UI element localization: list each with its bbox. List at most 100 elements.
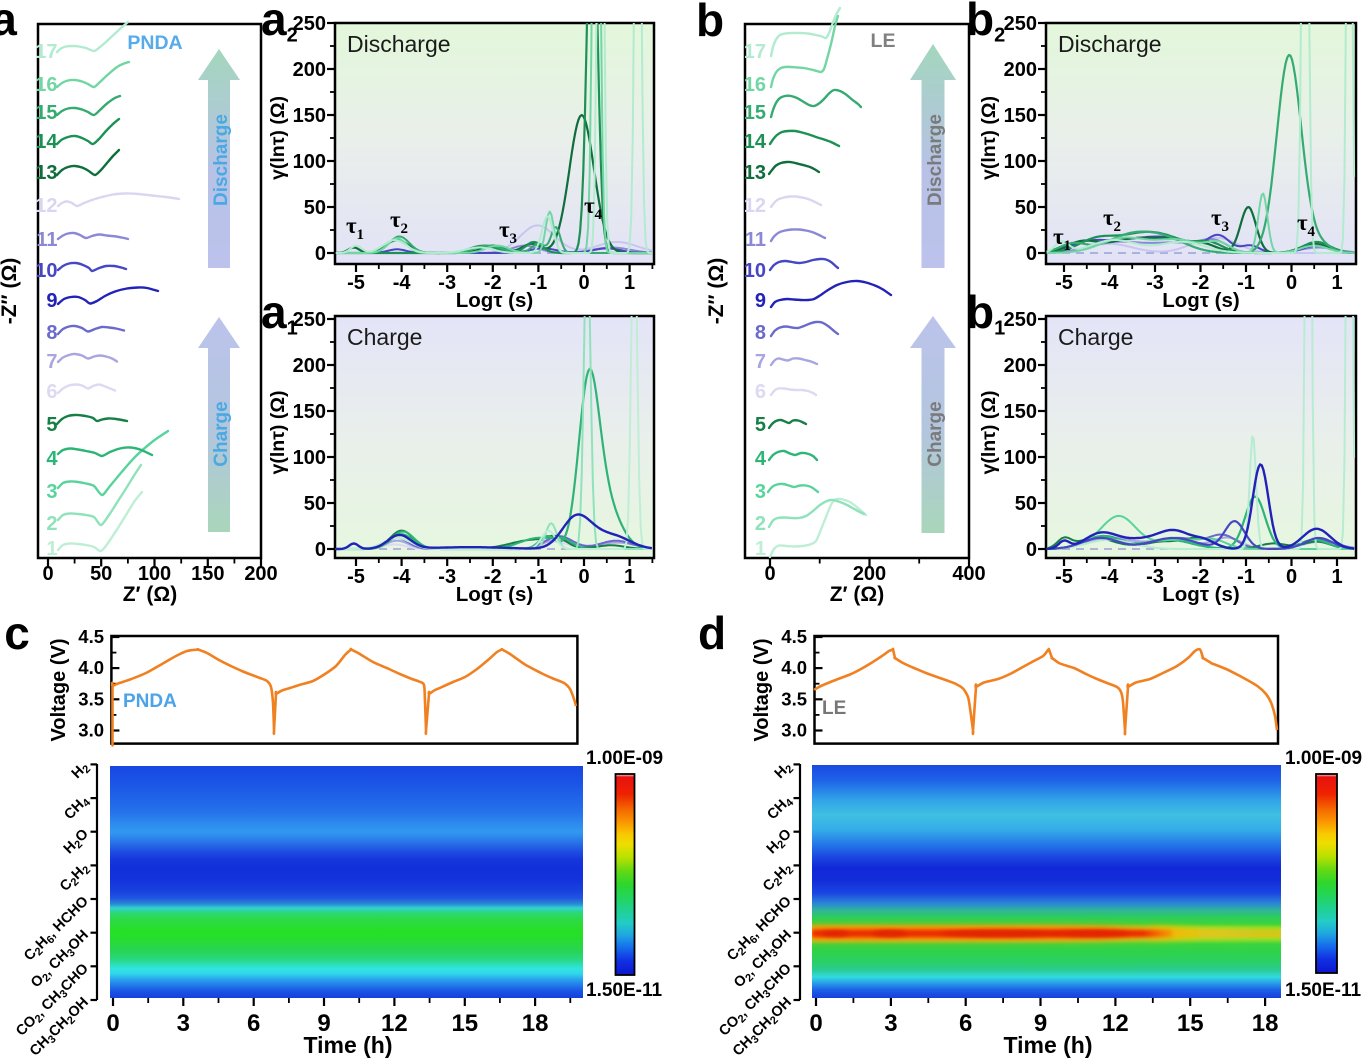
svg-text:-2: -2 [484, 566, 502, 588]
svg-text:12: 12 [35, 195, 57, 217]
svg-text:γ(lnτ) (Ω): γ(lnτ) (Ω) [978, 391, 1000, 475]
svg-text:Logτ (s): Logτ (s) [1162, 583, 1239, 606]
svg-text:-4: -4 [1101, 272, 1120, 294]
svg-text:Discharge: Discharge [925, 114, 946, 206]
svg-text:-Z″ (Ω): -Z″ (Ω) [705, 258, 728, 325]
svg-text:0: 0 [1026, 243, 1037, 265]
svg-text:15: 15 [35, 102, 57, 124]
svg-text:200: 200 [853, 563, 886, 585]
svg-text:Charge: Charge [925, 401, 946, 466]
svg-text:Discharge: Discharge [211, 114, 232, 206]
svg-text:-5: -5 [1055, 566, 1073, 588]
svg-text:12: 12 [381, 1010, 408, 1037]
svg-text:-5: -5 [1055, 272, 1073, 294]
svg-text:0: 0 [106, 1010, 119, 1037]
svg-text:15: 15 [451, 1010, 478, 1037]
svg-text:PNDA: PNDA [123, 691, 177, 712]
svg-text:Discharge: Discharge [347, 31, 451, 57]
svg-text:5: 5 [46, 414, 57, 436]
svg-text:100: 100 [293, 447, 326, 469]
svg-text:6: 6 [959, 1010, 972, 1037]
svg-text:-2: -2 [1192, 566, 1210, 588]
svg-text:4: 4 [46, 448, 58, 470]
svg-text:3: 3 [755, 481, 766, 503]
svg-text:100: 100 [1004, 447, 1037, 469]
svg-text:0: 0 [1026, 539, 1037, 561]
svg-text:0: 0 [315, 243, 326, 265]
svg-text:9: 9 [46, 290, 57, 312]
svg-text:2: 2 [755, 513, 766, 535]
svg-text:4: 4 [755, 448, 767, 470]
svg-text:6: 6 [46, 381, 57, 403]
svg-text:Time (h): Time (h) [1003, 1032, 1092, 1058]
svg-text:150: 150 [1004, 401, 1037, 423]
svg-text:150: 150 [191, 563, 224, 585]
svg-text:150: 150 [293, 105, 326, 127]
svg-text:14: 14 [35, 131, 58, 153]
svg-text:1.50E-11: 1.50E-11 [586, 980, 662, 1001]
svg-text:1: 1 [1331, 566, 1342, 588]
svg-text:Voltage (V): Voltage (V) [751, 639, 773, 742]
svg-text:1.00E-09: 1.00E-09 [586, 748, 663, 769]
svg-text:1: 1 [624, 272, 635, 294]
svg-text:400: 400 [952, 563, 985, 585]
svg-text:100: 100 [293, 151, 326, 173]
svg-text:9: 9 [755, 290, 766, 312]
svg-text:100: 100 [138, 563, 171, 585]
svg-text:Voltage (V): Voltage (V) [48, 639, 70, 742]
svg-text:200: 200 [244, 563, 277, 585]
svg-text:3.0: 3.0 [781, 720, 807, 741]
svg-text:1.00E-09: 1.00E-09 [1285, 748, 1362, 769]
svg-text:PNDA: PNDA [127, 32, 182, 54]
svg-text:-1: -1 [1237, 272, 1255, 294]
svg-text:-4: -4 [1101, 566, 1120, 588]
svg-text:0: 0 [1286, 566, 1297, 588]
svg-text:Z′ (Ω): Z′ (Ω) [123, 583, 178, 606]
svg-text:Charge: Charge [1058, 324, 1133, 350]
svg-text:4.0: 4.0 [781, 657, 807, 678]
svg-text:10: 10 [744, 260, 766, 282]
svg-text:Logτ (s): Logτ (s) [456, 583, 533, 606]
svg-text:250: 250 [1004, 309, 1037, 331]
svg-text:13: 13 [744, 162, 766, 184]
svg-text:11: 11 [745, 229, 766, 251]
svg-text:γ(lnτ) (Ω): γ(lnτ) (Ω) [267, 391, 289, 475]
svg-text:150: 150 [1004, 105, 1037, 127]
svg-text:-1: -1 [530, 272, 548, 294]
svg-text:200: 200 [1004, 59, 1037, 81]
svg-text:-5: -5 [347, 272, 365, 294]
svg-text:-3: -3 [438, 272, 456, 294]
svg-text:LE: LE [871, 30, 896, 52]
svg-text:9: 9 [317, 1010, 330, 1037]
svg-text:16: 16 [35, 74, 57, 96]
svg-text:4.0: 4.0 [78, 657, 104, 678]
svg-text:Discharge: Discharge [1058, 31, 1162, 57]
svg-text:16: 16 [744, 74, 766, 96]
svg-text:3: 3 [177, 1010, 190, 1037]
svg-text:7: 7 [46, 351, 57, 373]
svg-text:50: 50 [304, 493, 326, 515]
svg-text:Logτ (s): Logτ (s) [456, 289, 533, 312]
svg-text:200: 200 [293, 59, 326, 81]
svg-text:-3: -3 [1146, 272, 1164, 294]
svg-text:0: 0 [42, 563, 53, 585]
svg-text:250: 250 [293, 13, 326, 35]
svg-text:250: 250 [1004, 13, 1037, 35]
svg-text:12: 12 [744, 195, 766, 217]
svg-text:8: 8 [755, 322, 766, 344]
svg-text:1: 1 [46, 538, 57, 560]
svg-text:100: 100 [1004, 151, 1037, 173]
svg-text:200: 200 [293, 355, 326, 377]
svg-text:1.50E-11: 1.50E-11 [1285, 980, 1361, 1001]
svg-text:1: 1 [624, 566, 635, 588]
svg-text:6: 6 [247, 1010, 260, 1037]
svg-text:0: 0 [315, 539, 326, 561]
svg-text:-Z″ (Ω): -Z″ (Ω) [0, 258, 21, 325]
svg-text:a: a [0, 0, 17, 45]
svg-text:150: 150 [293, 401, 326, 423]
svg-text:18: 18 [522, 1010, 549, 1037]
svg-text:-2: -2 [484, 272, 502, 294]
svg-text:7: 7 [755, 351, 766, 373]
svg-text:0: 0 [764, 563, 775, 585]
svg-text:50: 50 [1015, 197, 1037, 219]
